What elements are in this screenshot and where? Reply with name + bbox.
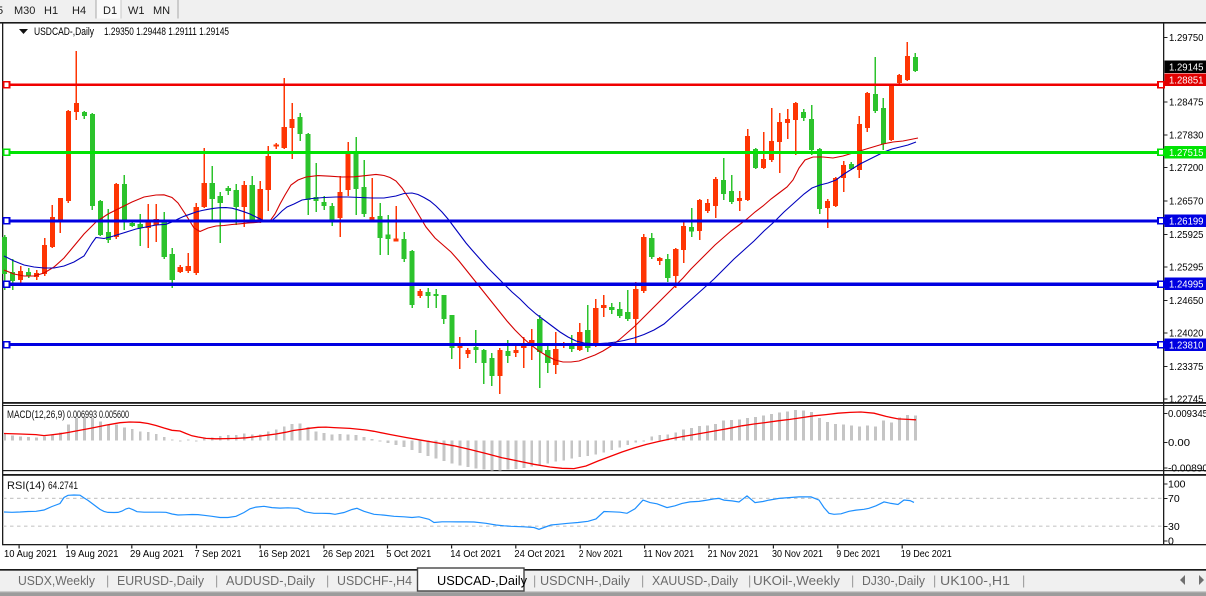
svg-text:1.24995: 1.24995 bbox=[1169, 279, 1204, 291]
svg-text:1.26199: 1.26199 bbox=[1169, 215, 1204, 227]
svg-text:26 Sep 2021: 26 Sep 2021 bbox=[323, 548, 375, 560]
svg-text:0.006993 0.005600: 0.006993 0.005600 bbox=[67, 409, 129, 421]
svg-text:|: | bbox=[851, 574, 854, 588]
svg-text:1.29750: 1.29750 bbox=[1169, 32, 1204, 44]
svg-text:H4: H4 bbox=[72, 5, 86, 17]
svg-text:|: | bbox=[933, 574, 936, 588]
svg-text:11 Nov 2021: 11 Nov 2021 bbox=[643, 548, 694, 560]
svg-text:|: | bbox=[533, 574, 536, 588]
svg-text:USDCAD-,Daily: USDCAD-,Daily bbox=[437, 574, 528, 588]
svg-text:UKOil-,Weekly: UKOil-,Weekly bbox=[753, 574, 841, 588]
svg-text:1.22745: 1.22745 bbox=[1169, 394, 1204, 406]
svg-text:DJ30-,Daily: DJ30-,Daily bbox=[862, 574, 926, 588]
svg-text:|: | bbox=[326, 574, 329, 588]
svg-text:EURUSD-,Daily: EURUSD-,Daily bbox=[117, 574, 205, 588]
svg-text:16 Sep 2021: 16 Sep 2021 bbox=[259, 548, 311, 560]
svg-text:|: | bbox=[748, 574, 751, 588]
svg-text:USDCNH-,Daily: USDCNH-,Daily bbox=[540, 574, 631, 588]
svg-text:70: 70 bbox=[1168, 493, 1180, 505]
svg-text:|: | bbox=[215, 574, 218, 588]
svg-text:10 Aug 2021: 10 Aug 2021 bbox=[4, 548, 57, 560]
svg-text:USDCAD-,Daily: USDCAD-,Daily bbox=[34, 26, 94, 38]
svg-text:UK100-,H1: UK100-,H1 bbox=[940, 574, 1010, 588]
svg-text:19 Aug 2021: 19 Aug 2021 bbox=[66, 548, 119, 560]
svg-text:XAUUSD-,Daily: XAUUSD-,Daily bbox=[652, 574, 739, 588]
svg-text:5: 5 bbox=[0, 5, 3, 17]
svg-text:30 Nov 2021: 30 Nov 2021 bbox=[772, 548, 823, 560]
svg-text:RSI(14): RSI(14) bbox=[7, 480, 45, 492]
svg-text:7 Sep 2021: 7 Sep 2021 bbox=[195, 548, 242, 560]
svg-text:W1: W1 bbox=[128, 5, 145, 17]
svg-text:24 Oct 2021: 24 Oct 2021 bbox=[514, 548, 565, 560]
svg-text:MN: MN bbox=[153, 5, 170, 17]
svg-text:1.25925: 1.25925 bbox=[1169, 229, 1204, 241]
svg-text:1.24650: 1.24650 bbox=[1169, 295, 1204, 307]
svg-text:14 Oct 2021: 14 Oct 2021 bbox=[450, 548, 501, 560]
svg-text:AUDUSD-,Daily: AUDUSD-,Daily bbox=[226, 574, 316, 588]
svg-text:M30: M30 bbox=[14, 5, 35, 17]
svg-text:29 Aug 2021: 29 Aug 2021 bbox=[130, 548, 184, 560]
svg-text:1.23375: 1.23375 bbox=[1169, 361, 1204, 373]
svg-text:5 Oct 2021: 5 Oct 2021 bbox=[386, 548, 431, 560]
svg-text:|: | bbox=[641, 574, 644, 588]
svg-text:30: 30 bbox=[1168, 521, 1180, 533]
svg-text:H1: H1 bbox=[44, 5, 58, 17]
svg-text:9 Dec 2021: 9 Dec 2021 bbox=[836, 548, 880, 560]
svg-text:0.00: 0.00 bbox=[1168, 437, 1190, 449]
svg-text:USDCHF-,H4: USDCHF-,H4 bbox=[337, 574, 412, 588]
svg-text:0.009345: 0.009345 bbox=[1168, 408, 1206, 420]
svg-text:21 Nov 2021: 21 Nov 2021 bbox=[708, 548, 759, 560]
svg-text:1.27830: 1.27830 bbox=[1169, 130, 1204, 142]
svg-text:64.2741: 64.2741 bbox=[48, 480, 78, 492]
svg-text:1.28475: 1.28475 bbox=[1169, 97, 1204, 109]
svg-text:1.24020: 1.24020 bbox=[1169, 328, 1204, 340]
svg-text:1.28851: 1.28851 bbox=[1169, 74, 1204, 86]
svg-text:1.25295: 1.25295 bbox=[1169, 262, 1204, 274]
svg-text:|: | bbox=[1022, 574, 1025, 588]
svg-text:1.29350 1.29448 1.29111 1.2914: 1.29350 1.29448 1.29111 1.29145 bbox=[104, 26, 229, 38]
svg-text:MACD(12,26,9): MACD(12,26,9) bbox=[7, 409, 65, 421]
svg-text:19 Dec 2021: 19 Dec 2021 bbox=[901, 548, 952, 560]
svg-text:1.26570: 1.26570 bbox=[1169, 196, 1204, 208]
svg-text:1.27515: 1.27515 bbox=[1169, 147, 1204, 159]
svg-text:100: 100 bbox=[1168, 479, 1186, 491]
svg-text:0: 0 bbox=[1168, 536, 1174, 548]
svg-text:-0.00890: -0.00890 bbox=[1168, 463, 1206, 475]
svg-text:2 Nov 2021: 2 Nov 2021 bbox=[579, 548, 623, 560]
svg-text:|: | bbox=[106, 574, 109, 588]
svg-text:USDX,Weekly: USDX,Weekly bbox=[18, 574, 96, 588]
svg-text:D1: D1 bbox=[103, 5, 117, 17]
svg-text:1.27200: 1.27200 bbox=[1169, 162, 1204, 174]
svg-text:1.23810: 1.23810 bbox=[1169, 339, 1204, 351]
svg-text:1.29145: 1.29145 bbox=[1169, 61, 1204, 73]
